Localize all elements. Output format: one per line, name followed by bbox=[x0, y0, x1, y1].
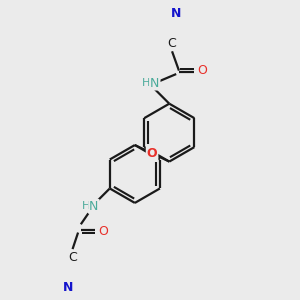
Text: N: N bbox=[89, 200, 99, 213]
Text: C: C bbox=[68, 251, 77, 264]
Text: H: H bbox=[142, 78, 151, 88]
Text: N: N bbox=[150, 76, 160, 89]
Text: H: H bbox=[82, 201, 90, 212]
Text: C: C bbox=[168, 37, 176, 50]
Text: N: N bbox=[171, 7, 181, 20]
Text: N: N bbox=[63, 280, 74, 293]
Text: O: O bbox=[147, 147, 158, 160]
Text: O: O bbox=[99, 225, 109, 238]
Text: O: O bbox=[197, 64, 207, 77]
